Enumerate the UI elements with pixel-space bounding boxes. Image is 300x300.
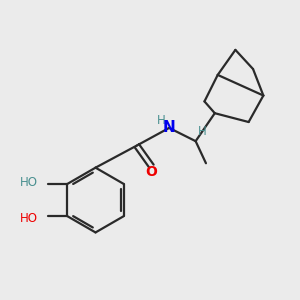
Text: H: H <box>198 125 206 138</box>
Text: H: H <box>157 114 165 127</box>
Text: HO: HO <box>20 212 38 225</box>
Text: O: O <box>146 165 158 179</box>
Text: HO: HO <box>20 176 38 189</box>
Text: N: N <box>163 120 175 135</box>
